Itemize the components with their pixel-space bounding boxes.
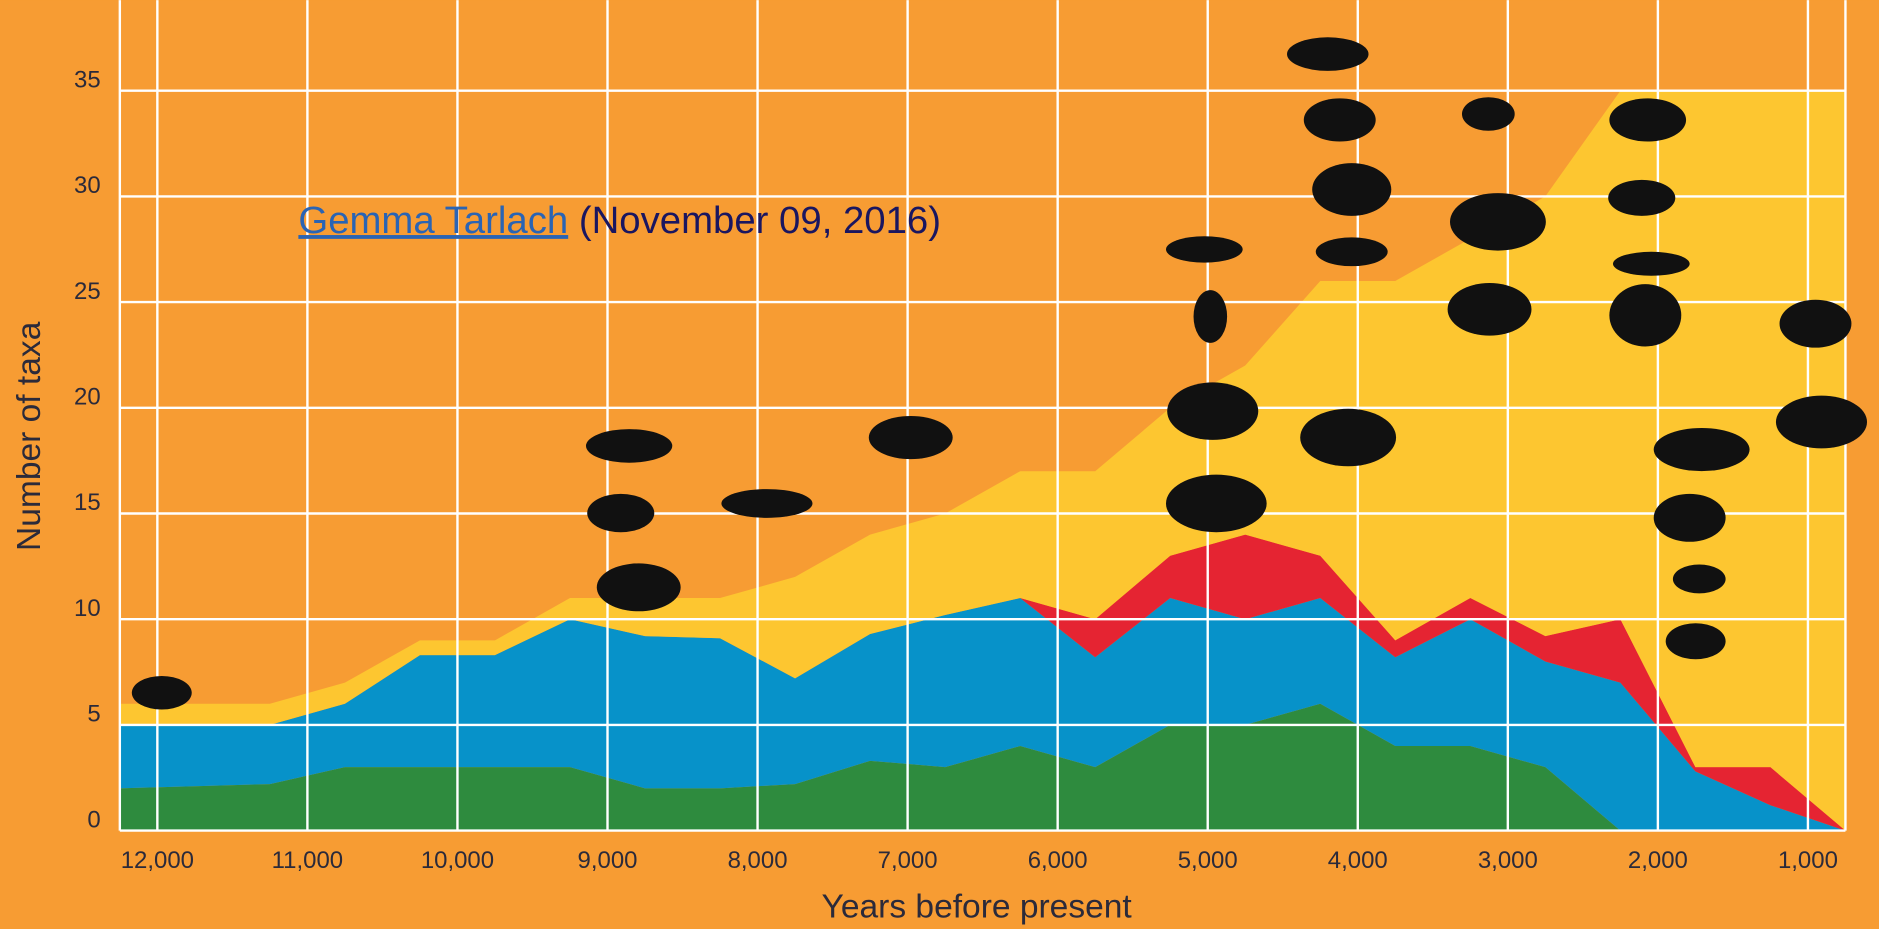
y-tick-label: 10: [74, 595, 101, 622]
animal-silhouette: [868, 415, 953, 460]
animal-silhouette: [1609, 284, 1682, 347]
credit-date: (November 09, 2016): [579, 199, 941, 242]
x-tick-label: 8,000: [728, 847, 788, 874]
y-tick-label: 35: [74, 66, 101, 93]
grid: [118, 0, 1847, 832]
x-tick-label: 11,000: [272, 847, 344, 874]
animal-silhouette: [1165, 236, 1243, 263]
animal-silhouette: [1665, 623, 1726, 660]
x-tick-label: 7,000: [878, 847, 938, 874]
animal-silhouette: [596, 563, 681, 612]
y-tick-label: 25: [74, 278, 101, 305]
ticks: 0 5 10 15 20 25 30 35 12,000 11,000 10,000 9,000 8,0…: [74, 66, 1838, 874]
animal-silhouette: [1608, 179, 1676, 216]
y-axis-title: Number of taxa: [11, 321, 48, 551]
animal-silhouette: [1312, 163, 1392, 216]
animal-silhouette: [1287, 37, 1369, 71]
animal-silhouette: [1193, 290, 1228, 343]
x-tick-label: 10,000: [421, 847, 494, 874]
area: [119, 598, 1846, 831]
x-axis-title: Years before present: [822, 888, 1133, 925]
area: [119, 703, 1846, 831]
animal-silhouette: [1447, 282, 1532, 336]
animal-silhouettes: [131, 37, 1868, 710]
y-tick-label: 30: [74, 172, 101, 199]
x-tick-label: 2,000: [1628, 847, 1688, 874]
animal-silhouette: [1609, 98, 1687, 142]
animal-silhouette: [131, 676, 192, 710]
animal-silhouette: [721, 489, 813, 518]
credit: Gemma Tarlach (November 09, 2016): [298, 199, 941, 242]
animal-silhouette: [1653, 493, 1726, 542]
areas: [119, 90, 1846, 831]
animal-silhouette: [585, 429, 673, 463]
x-tick-label: 1,000: [1778, 847, 1838, 874]
x-tick-label: 6,000: [1028, 847, 1088, 874]
animal-silhouette: [1653, 427, 1750, 472]
animal-silhouette: [1449, 193, 1546, 251]
animal-silhouette: [1779, 299, 1852, 348]
animal-silhouette: [1300, 408, 1397, 467]
animal-silhouette: [1165, 474, 1267, 533]
animal-silhouette: [1167, 382, 1259, 440]
animal-silhouette: [1775, 395, 1868, 449]
x-tick-label: 9,000: [578, 847, 638, 874]
animal-silhouette: [1672, 564, 1726, 594]
y-tick-label: 15: [74, 489, 101, 516]
animal-silhouette: [1612, 251, 1690, 276]
area: [119, 90, 1846, 831]
animal-silhouette: [1303, 98, 1376, 142]
author-link[interactable]: Gemma Tarlach: [298, 199, 568, 242]
y-tick-label: 20: [74, 384, 101, 411]
animal-silhouette: [1315, 237, 1388, 267]
animal-silhouette: [587, 493, 655, 533]
x-tick-label: 3,000: [1478, 847, 1538, 874]
animal-silhouette: [1461, 97, 1515, 131]
y-tick-label: 0: [87, 806, 100, 833]
y-tick-label: 5: [87, 701, 100, 728]
x-tick-label: 4,000: [1328, 847, 1388, 874]
x-tick-label: 5,000: [1178, 847, 1238, 874]
x-tick-label: 12,000: [121, 847, 194, 874]
